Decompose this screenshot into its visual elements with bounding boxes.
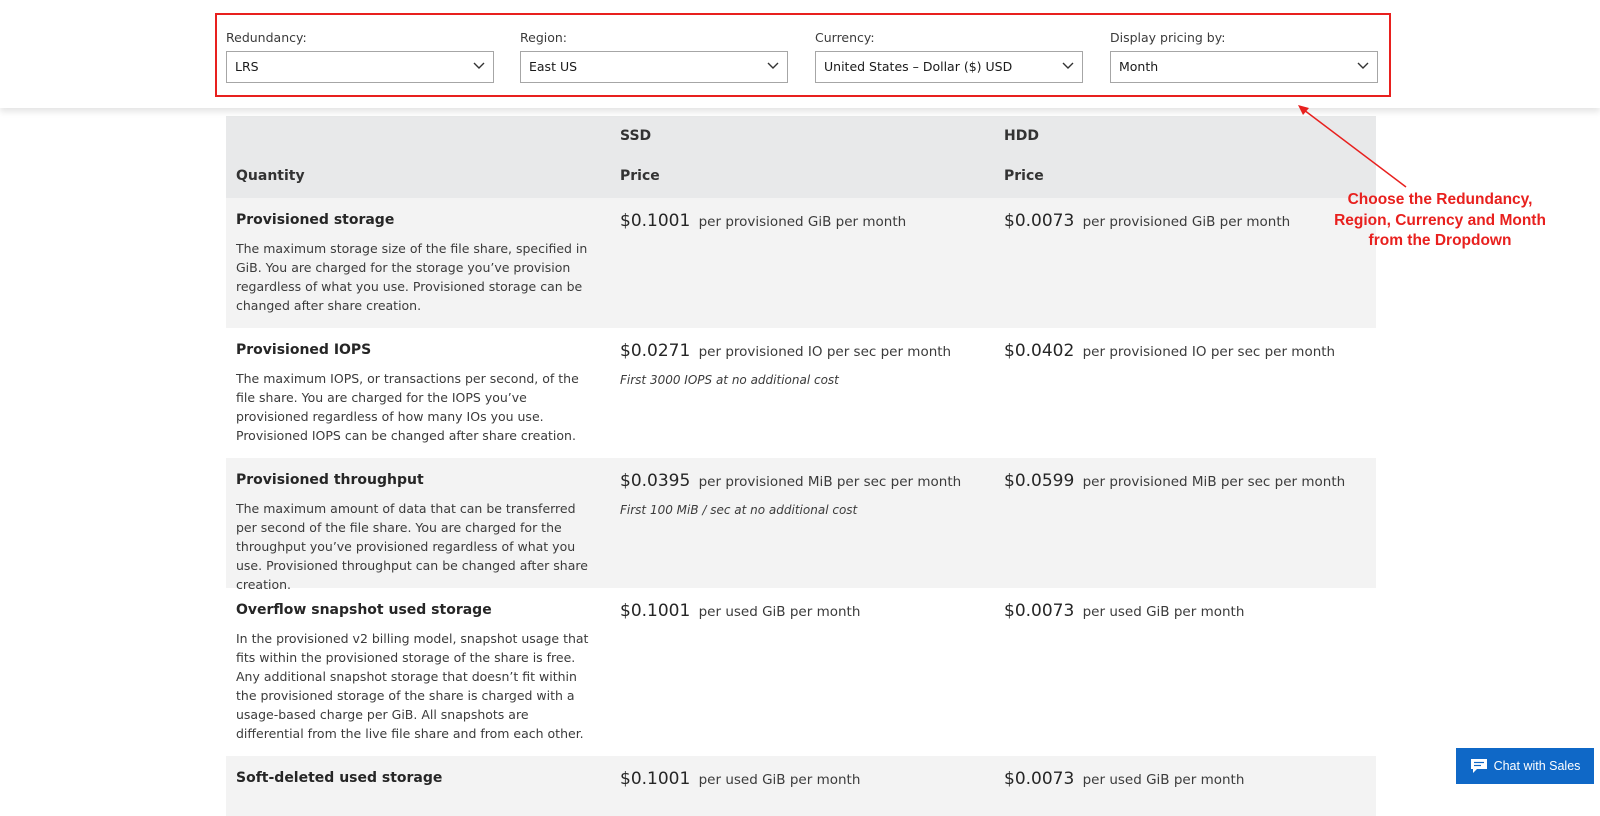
redundancy-label: Redundancy: <box>226 30 307 45</box>
chat-label: Chat with Sales <box>1493 759 1581 773</box>
price-amount: $0.1001 <box>620 211 691 231</box>
chat-bubble-icon <box>1470 759 1487 773</box>
table-row: Soft-deleted used storage $0.1001 per us… <box>226 756 1376 816</box>
region-label: Region: <box>520 30 568 45</box>
price-amount: $0.1001 <box>620 769 691 789</box>
price-unit: per used GiB per month <box>1082 604 1245 620</box>
display-pricing-value: Month <box>1119 59 1159 74</box>
annotation-text: Choose the Redundancy, Region, Currency … <box>1310 190 1570 252</box>
price-unit: per provisioned GiB per month <box>1082 214 1291 230</box>
price-unit: per provisioned MiB per sec per month <box>1082 474 1346 490</box>
chevron-down-icon <box>767 62 779 69</box>
price-amount: $0.0073 <box>1004 211 1075 231</box>
table-row: Provisioned throughput The maximum amoun… <box>226 458 1376 592</box>
annotation-line: from the Dropdown <box>1368 232 1512 249</box>
hdd-price: $0.0599 per provisioned MiB per sec per … <box>1004 471 1374 491</box>
pricing-table: Quantity SSD Price HDD Price Provisioned… <box>226 116 1376 816</box>
hdd-price: $0.0073 per used GiB per month <box>1004 769 1374 789</box>
row-title: Soft-deleted used storage <box>236 770 443 786</box>
region-value: East US <box>529 59 578 74</box>
row-title: Provisioned IOPS <box>236 342 372 358</box>
ssd-price: $0.1001 per used GiB per month <box>620 769 980 789</box>
ssd-price-header: Price <box>620 168 660 184</box>
annotation-line: Region, Currency and Month <box>1334 211 1546 229</box>
ssd-header: SSD <box>620 128 652 144</box>
table-row: Provisioned IOPS The maximum IOPS, or tr… <box>226 328 1376 458</box>
redundancy-value: LRS <box>235 59 259 74</box>
display-pricing-label: Display pricing by: <box>1110 30 1226 45</box>
chat-with-sales-button[interactable]: Chat with Sales <box>1456 748 1594 784</box>
pricing-filter-bar: Redundancy: LRS Region: East US Currency… <box>0 0 1600 108</box>
hdd-price: $0.0073 per used GiB per month <box>1004 601 1374 621</box>
hdd-price: $0.0073 per provisioned GiB per month <box>1004 211 1374 231</box>
row-description: The maximum amount of data that can be t… <box>236 501 588 592</box>
currency-dropdown[interactable]: United States – Dollar ($) USD <box>815 51 1083 83</box>
price-unit: per provisioned IO per sec per month <box>1082 344 1336 360</box>
ssd-price: $0.0395 per provisioned MiB per sec per … <box>620 471 980 491</box>
chevron-down-icon <box>1062 62 1074 69</box>
price-amount: $0.1001 <box>620 601 691 621</box>
table-row: Provisioned storage The maximum storage … <box>226 198 1376 328</box>
hdd-price: $0.0402 per provisioned IO per sec per m… <box>1004 341 1374 361</box>
price-unit: per used GiB per month <box>1082 772 1245 788</box>
row-description: The maximum storage size of the file sha… <box>236 241 588 313</box>
hdd-price-header: Price <box>1004 168 1044 184</box>
price-amount: $0.0395 <box>620 471 691 491</box>
chevron-down-icon <box>1357 62 1369 69</box>
display-pricing-dropdown[interactable]: Month <box>1110 51 1378 83</box>
currency-label: Currency: <box>815 30 875 45</box>
row-title: Overflow snapshot used storage <box>236 602 492 618</box>
price-note: First 100 MiB / sec at no additional cos… <box>620 503 858 517</box>
price-unit: per provisioned GiB per month <box>698 214 907 230</box>
price-amount: $0.0402 <box>1004 341 1075 361</box>
price-unit: per used GiB per month <box>698 772 861 788</box>
annotation-line: Choose the Redundancy, <box>1347 191 1533 208</box>
ssd-price: $0.1001 per provisioned GiB per month <box>620 211 980 231</box>
hdd-header: HDD <box>1004 128 1039 144</box>
price-unit: per provisioned IO per sec per month <box>698 344 952 360</box>
row-title: Provisioned storage <box>236 212 395 228</box>
price-unit: per provisioned MiB per sec per month <box>698 474 962 490</box>
display-pricing-filter: Display pricing by: Month <box>1110 30 1378 83</box>
annotation-highlight-box <box>215 13 1391 97</box>
ssd-price: $0.0271 per provisioned IO per sec per m… <box>620 341 980 361</box>
price-amount: $0.0271 <box>620 341 691 361</box>
currency-filter: Currency: United States – Dollar ($) USD <box>815 30 1083 83</box>
price-unit: per used GiB per month <box>698 604 861 620</box>
row-description: The maximum IOPS, or transactions per se… <box>236 371 579 443</box>
price-amount: $0.0599 <box>1004 471 1075 491</box>
ssd-price: $0.1001 per used GiB per month <box>620 601 980 621</box>
table-row: Overflow snapshot used storage In the pr… <box>226 588 1376 756</box>
row-title: Provisioned throughput <box>236 472 424 488</box>
price-amount: $0.0073 <box>1004 601 1075 621</box>
region-filter: Region: East US <box>520 30 788 83</box>
chevron-down-icon <box>473 62 485 69</box>
quantity-header: Quantity <box>236 168 305 184</box>
table-header: Quantity SSD Price HDD Price <box>226 116 1376 198</box>
price-note: First 3000 IOPS at no additional cost <box>620 373 839 387</box>
price-amount: $0.0073 <box>1004 769 1075 789</box>
redundancy-dropdown[interactable]: LRS <box>226 51 494 83</box>
redundancy-filter: Redundancy: LRS <box>226 30 494 83</box>
region-dropdown[interactable]: East US <box>520 51 788 83</box>
row-description: In the provisioned v2 billing model, sna… <box>236 631 589 741</box>
currency-value: United States – Dollar ($) USD <box>824 59 1013 74</box>
